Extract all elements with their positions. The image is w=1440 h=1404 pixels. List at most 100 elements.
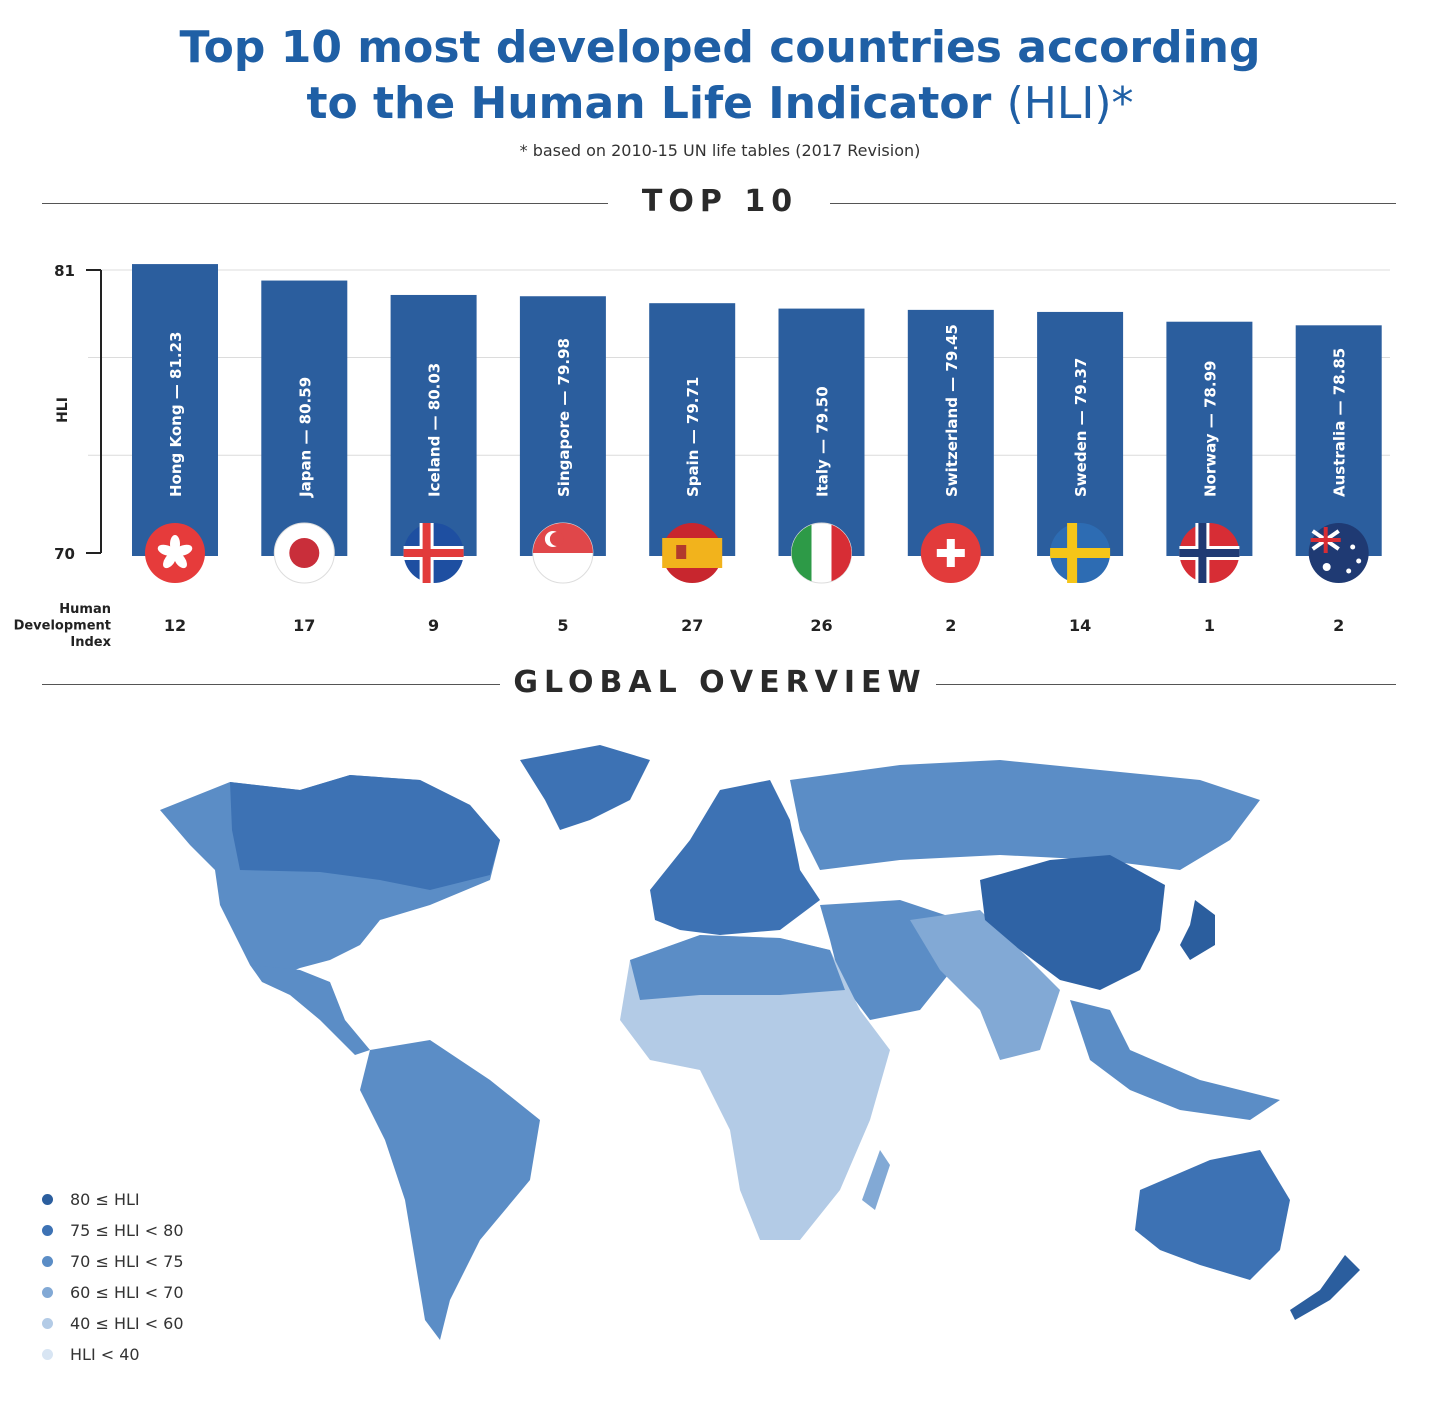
hdi-value: 2 bbox=[945, 616, 956, 635]
map-madagascar bbox=[862, 1150, 890, 1210]
bar bbox=[1037, 311, 1124, 556]
bar bbox=[519, 296, 606, 556]
page-title-line2: to the Human Life Indicator (HLI)* bbox=[0, 76, 1440, 132]
hdi-value: 26 bbox=[810, 616, 832, 635]
legend-swatch bbox=[42, 1287, 53, 1298]
bar-label: Italy — 79.50 bbox=[814, 386, 832, 497]
bar-group: Switzerland — 79.45 bbox=[907, 309, 994, 583]
overview-divider-left bbox=[42, 684, 500, 685]
y-tick-label: 70 bbox=[54, 545, 75, 563]
bar bbox=[649, 303, 736, 556]
iceland-flag-icon bbox=[403, 523, 464, 583]
bar-label: Singapore — 79.98 bbox=[555, 338, 573, 497]
page-title-line1: Top 10 most developed countries accordin… bbox=[179, 22, 1261, 73]
map-europe bbox=[650, 780, 820, 935]
map-china bbox=[980, 855, 1165, 990]
hdi-value: 14 bbox=[1069, 616, 1091, 635]
section-title-top10: TOP 10 bbox=[641, 184, 799, 219]
bar-group: Spain — 79.71 bbox=[649, 303, 736, 583]
norway-flag-icon bbox=[1179, 523, 1240, 583]
legend-item: 40 ≤ HLI < 60 bbox=[42, 1308, 184, 1339]
legend-swatch bbox=[42, 1194, 53, 1205]
hdi-value: 9 bbox=[428, 616, 439, 635]
legend-label: 75 ≤ HLI < 80 bbox=[70, 1221, 184, 1240]
hdi-axis-label: Human bbox=[59, 602, 111, 617]
hdi-value: 1 bbox=[1204, 616, 1215, 635]
map-africa bbox=[620, 935, 890, 1240]
hdi-value: 17 bbox=[293, 616, 315, 635]
y-axis-label: HLI bbox=[55, 397, 71, 423]
legend-item: HLI < 40 bbox=[42, 1339, 184, 1370]
section-divider-right bbox=[830, 203, 1396, 204]
legend-item: 60 ≤ HLI < 70 bbox=[42, 1277, 184, 1308]
bar-label: Iceland — 80.03 bbox=[426, 363, 444, 497]
legend-swatch bbox=[42, 1318, 53, 1329]
map-new-zealand bbox=[1290, 1255, 1360, 1320]
map-north-africa bbox=[630, 935, 845, 1000]
bar-group: Hong Kong — 81.23 bbox=[132, 264, 218, 583]
bar-label: Japan — 80.59 bbox=[296, 377, 314, 498]
map-legend: 80 ≤ HLI 75 ≤ HLI < 80 70 ≤ HLI < 75 60 ≤ H… bbox=[42, 1184, 184, 1370]
section-divider-left bbox=[42, 203, 608, 204]
hdi-value: 12 bbox=[164, 616, 186, 635]
hdi-axis-label: Index bbox=[70, 635, 111, 650]
legend-label: 60 ≤ HLI < 70 bbox=[70, 1283, 184, 1302]
map-mexico-central bbox=[250, 965, 370, 1055]
legend-label: 80 ≤ HLI bbox=[70, 1190, 140, 1209]
legend-swatch bbox=[42, 1349, 53, 1360]
sweden-flag-icon bbox=[1050, 523, 1111, 583]
map-japan bbox=[1180, 900, 1215, 960]
bar-label: Norway — 78.99 bbox=[1201, 361, 1219, 497]
hdi-value: 2 bbox=[1333, 616, 1344, 635]
bar bbox=[390, 294, 477, 556]
legend-swatch bbox=[42, 1256, 53, 1267]
bar bbox=[132, 264, 218, 556]
bar bbox=[907, 309, 994, 556]
bar-group: Sweden — 79.37 bbox=[1037, 311, 1124, 583]
bar bbox=[261, 280, 348, 556]
page-title-main: to the Human Life Indicator bbox=[306, 78, 992, 129]
bar bbox=[1166, 321, 1253, 556]
subtitle: * based on 2010-15 UN life tables (2017 … bbox=[519, 141, 921, 160]
legend-label: HLI < 40 bbox=[70, 1345, 140, 1364]
hdi-value: 5 bbox=[557, 616, 568, 635]
bar-group: Australia — 78.85 bbox=[1295, 325, 1382, 583]
map-canada bbox=[230, 775, 500, 890]
japan-flag-icon bbox=[273, 522, 335, 584]
australia-flag-icon bbox=[1308, 523, 1369, 583]
hdi-axis-label: Development bbox=[14, 619, 111, 634]
hdi-value: 27 bbox=[681, 616, 703, 635]
map-greenland bbox=[520, 745, 650, 830]
map-russia bbox=[790, 760, 1260, 870]
bar-label: Spain — 79.71 bbox=[684, 377, 702, 497]
world-map bbox=[160, 745, 1360, 1340]
bar-group: Singapore — 79.98 bbox=[519, 296, 606, 584]
bar-group: Italy — 79.50 bbox=[778, 308, 865, 584]
bar-group: Japan — 80.59 bbox=[261, 280, 348, 584]
legend-label: 70 ≤ HLI < 75 bbox=[70, 1252, 184, 1271]
bar-label: Hong Kong — 81.23 bbox=[167, 332, 185, 497]
bar bbox=[778, 308, 865, 556]
bar-group: Iceland — 80.03 bbox=[390, 294, 477, 583]
bar-label: Australia — 78.85 bbox=[1331, 348, 1349, 497]
bar bbox=[1295, 325, 1382, 556]
hong-kong-flag-icon bbox=[145, 523, 205, 583]
map-australia bbox=[1135, 1150, 1290, 1280]
page-title-suffix: (HLI)* bbox=[1006, 78, 1134, 129]
map-southeast-asia bbox=[1070, 1000, 1280, 1120]
map-south-asia bbox=[910, 910, 1060, 1060]
hli-bar-chart: 81 70 HLI Hong Kong — 81.23 Japan — 80.59 Ic… bbox=[14, 262, 1390, 650]
bar-label: Sweden — 79.37 bbox=[1072, 358, 1090, 497]
singapore-flag-icon bbox=[532, 522, 594, 584]
bar-group: Norway — 78.99 bbox=[1166, 321, 1253, 583]
italy-flag-icon bbox=[791, 522, 852, 584]
switzerland-flag-icon bbox=[920, 523, 981, 583]
overview-divider-right bbox=[936, 684, 1396, 685]
bar-label: Switzerland — 79.45 bbox=[943, 324, 961, 497]
legend-label: 40 ≤ HLI < 60 bbox=[70, 1314, 184, 1333]
legend-item: 80 ≤ HLI bbox=[42, 1184, 184, 1215]
spain-flag-icon bbox=[662, 523, 723, 583]
y-tick-label: 81 bbox=[54, 262, 75, 280]
legend-item: 70 ≤ HLI < 75 bbox=[42, 1246, 184, 1277]
section-title-overview: GLOBAL OVERVIEW bbox=[513, 665, 927, 700]
